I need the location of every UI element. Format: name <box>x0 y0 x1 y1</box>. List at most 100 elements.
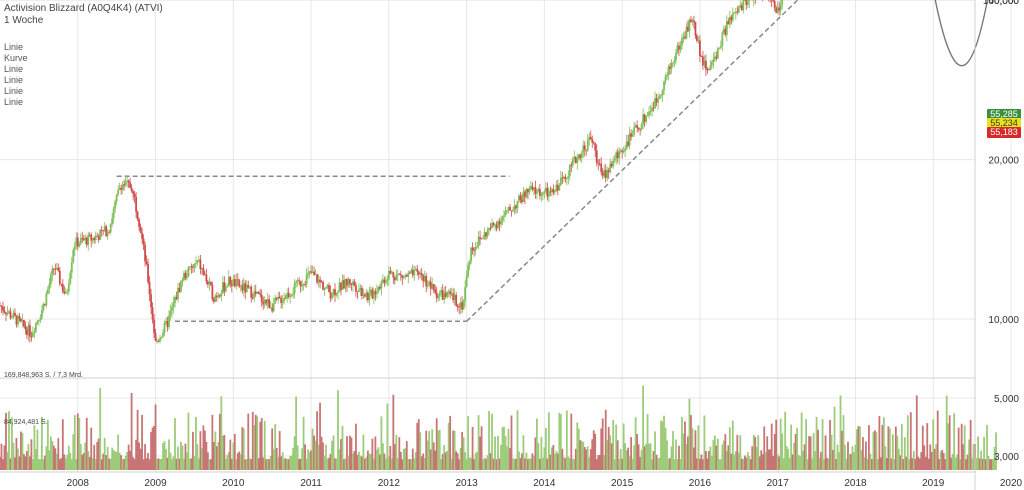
volume-bar <box>218 413 221 470</box>
volume-bar <box>637 444 640 470</box>
volume-bar <box>932 419 935 470</box>
candle-body <box>383 279 386 284</box>
volume-bar <box>410 459 413 470</box>
volume-bar <box>88 456 91 470</box>
candle-body <box>115 194 118 202</box>
candle-body <box>371 289 374 299</box>
volume-bar <box>39 459 42 470</box>
volume-bar <box>26 451 28 470</box>
volume-bar <box>817 429 819 470</box>
indicator-label[interactable]: Linie <box>4 86 24 96</box>
candle-body <box>247 284 250 288</box>
candle-body <box>447 291 450 293</box>
volume-bar <box>740 458 743 470</box>
volume-bar <box>314 440 317 470</box>
candle-body <box>742 0 745 11</box>
candle-body <box>773 1 776 8</box>
candle-body <box>372 291 375 299</box>
candle-body <box>678 45 680 50</box>
volume-bar <box>295 396 298 470</box>
volume-bar <box>211 414 214 470</box>
candle-body <box>338 282 341 292</box>
volume-bar <box>488 411 490 470</box>
candle-body <box>144 245 146 262</box>
price-tag-low: 55,183 <box>987 127 1021 138</box>
volume-bar <box>482 459 484 470</box>
candle-body <box>670 62 673 69</box>
indicator-label[interactable]: Linie <box>4 97 24 107</box>
volume-bar <box>440 458 443 470</box>
candle-body <box>286 293 289 299</box>
volume-bar <box>827 458 830 470</box>
candle-body <box>24 326 27 330</box>
candle-body <box>556 184 559 191</box>
volume-bar <box>574 449 577 470</box>
volume-bar <box>631 458 634 470</box>
candle-body <box>515 205 517 209</box>
volume-bar <box>863 457 866 470</box>
candle-body <box>630 133 633 137</box>
candle-body <box>311 271 314 273</box>
candle-body <box>135 196 137 212</box>
volume-bar <box>108 458 111 470</box>
volume-bar <box>504 436 507 470</box>
candle-body <box>290 294 293 297</box>
candle-body <box>102 230 105 232</box>
volume-bar <box>660 420 662 470</box>
indicator-label[interactable]: Linie <box>4 75 24 85</box>
candle-body <box>97 236 100 240</box>
volume-bar <box>384 458 387 470</box>
candle-body <box>567 175 570 178</box>
volume-bar <box>389 445 392 470</box>
candle-body <box>257 291 260 294</box>
candle-body <box>625 141 628 149</box>
volume-bar <box>927 458 930 470</box>
volume-bar <box>192 431 194 470</box>
indicator-label[interactable]: Linie <box>4 42 24 52</box>
indicator-label[interactable]: Kurve <box>4 53 28 63</box>
candle-body <box>27 325 30 336</box>
volume-bar <box>537 443 540 470</box>
candle-body <box>510 210 513 212</box>
volume-bar <box>307 449 309 470</box>
volume-bar <box>585 449 588 470</box>
candle-body <box>540 194 543 196</box>
candle-body <box>364 294 366 297</box>
volume-bar <box>945 395 948 470</box>
volume-bar <box>869 453 872 470</box>
volume-bar <box>492 458 495 470</box>
volume-bar <box>313 435 315 470</box>
candle-body <box>69 272 72 284</box>
candle-body <box>553 191 556 193</box>
candle-body <box>326 285 329 288</box>
candle-body <box>619 150 622 152</box>
volume-bar <box>187 412 190 470</box>
candle-body <box>215 295 218 297</box>
indicator-label[interactable]: Linie <box>4 64 24 74</box>
volume-bar <box>591 439 594 470</box>
volume-bar <box>27 443 30 470</box>
volume-bar <box>815 416 818 470</box>
volume-bar <box>443 445 446 470</box>
volume-bar <box>684 421 686 470</box>
candle-body <box>114 201 117 209</box>
volume-bar <box>800 412 803 470</box>
volume-bar <box>627 447 630 470</box>
volume-bar <box>933 448 936 470</box>
volume-bar <box>558 412 561 470</box>
volume-bar <box>331 440 333 470</box>
candle-body <box>212 299 215 302</box>
candle-body <box>308 271 311 273</box>
volume-bar <box>262 457 265 470</box>
volume-bar <box>154 404 157 470</box>
volume-bar <box>633 445 636 470</box>
candle-body <box>165 320 167 324</box>
volume-bar <box>329 453 332 470</box>
volume-bar <box>679 459 682 470</box>
candle-body <box>654 98 656 109</box>
volume-bar <box>441 453 444 470</box>
candle-body <box>583 145 586 150</box>
candle-body <box>209 281 212 285</box>
volume-bar <box>355 423 357 470</box>
candle-body <box>642 114 644 125</box>
